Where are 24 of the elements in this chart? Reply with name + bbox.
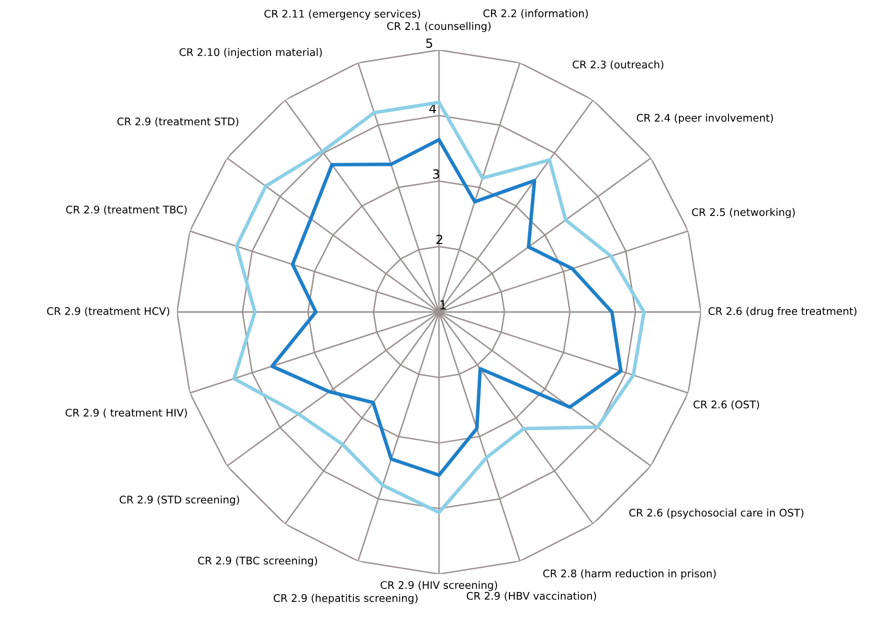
spoke-label: CR 2.8 (harm reduction in prison) — [543, 569, 716, 580]
spoke-label: CR 2.9 (HBV vaccination) — [466, 592, 596, 602]
y-tick-label: 2 — [436, 234, 442, 244]
spoke-label: CR 2.6 (psychosocial care in OST) — [629, 508, 804, 519]
spoke-label: CR 2.11 (emergency services) — [264, 10, 420, 20]
spoke-label: CR 2.5 (networking) — [692, 208, 795, 218]
y-tick-label: 1 — [440, 300, 446, 310]
spoke-label: CR 2.9 (treatment STD) — [117, 117, 238, 127]
spoke-label: CR 2.9 (STD screening) — [120, 495, 240, 506]
spoke-label: CR 2.9 (hepatitis screening) — [274, 594, 418, 604]
spoke-label: CR 2.6 (drug free treatment) — [708, 306, 856, 318]
spoke-label: CR 2.9 (HIV screening) — [380, 580, 498, 591]
spoke-label: CR 2.2 (information) — [483, 9, 588, 18]
spoke-label: CR 2.4 (peer involvement) — [636, 114, 773, 124]
spoke-label: CR 2.9 ( treatment HIV) — [66, 408, 187, 418]
spoke-label: CR 2.9 (treatment HCV) — [47, 306, 170, 316]
y-tick-label: 3 — [433, 169, 440, 179]
spoke-label: CR 2.9 (TBC screening) — [198, 556, 318, 567]
spoke-label: CR 2.9 (treatment TBC) — [66, 205, 187, 215]
spoke-label: CR 2.10 (injection material) — [180, 48, 322, 58]
spoke-label: CR 2.6 (OST) — [694, 400, 760, 410]
spoke-label: CR 2.3 (outreach) — [572, 60, 664, 70]
spoke-label: CR 2.1 (counselling) — [387, 22, 491, 32]
y-tick-label: 5 — [426, 38, 432, 48]
